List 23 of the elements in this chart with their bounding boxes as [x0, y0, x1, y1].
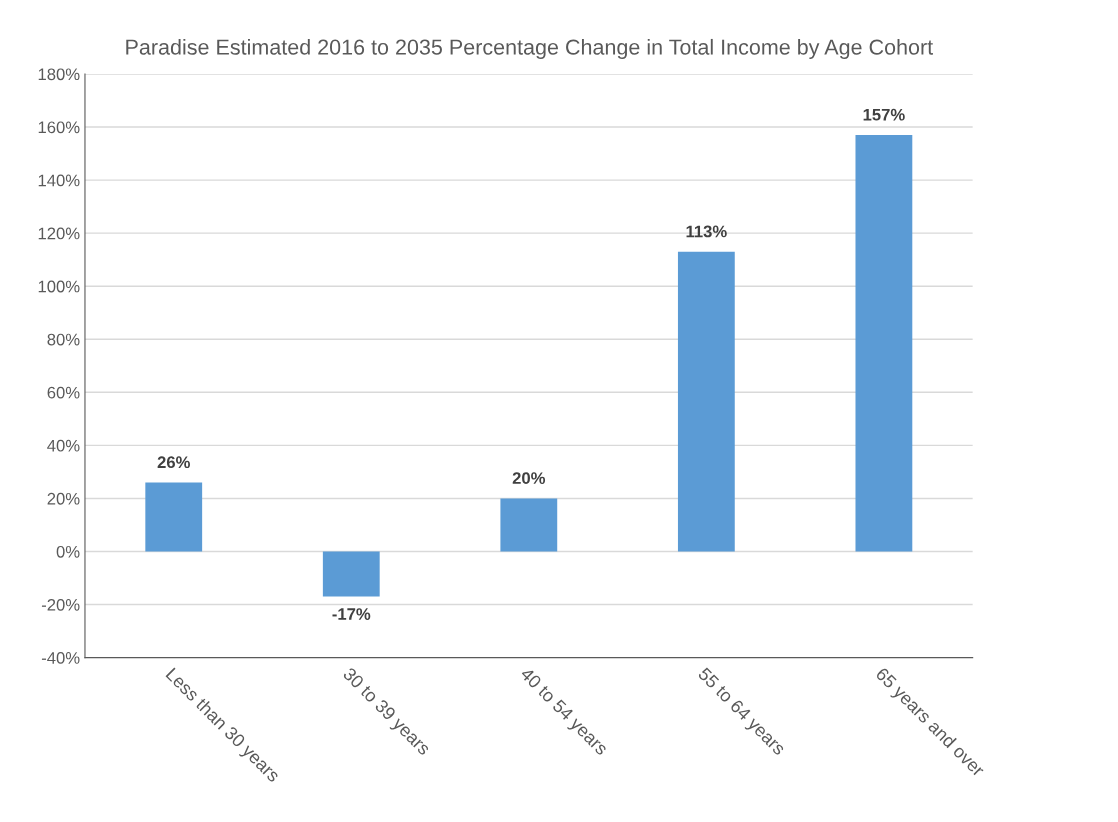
chart-title: Paradise Estimated 2016 to 2035 Percentage Change in Total Income by Age Cohort [126, 38, 933, 59]
data-label: 26% [157, 456, 190, 469]
data-label: 113% [686, 225, 727, 238]
y-tick-label: 20% [47, 492, 80, 505]
y-tick-label: 40% [47, 439, 80, 452]
data-label: 157% [863, 108, 905, 121]
y-tick-label: -20% [41, 598, 80, 611]
data-label: -17% [332, 608, 371, 620]
bar [677, 251, 735, 552]
bar [855, 134, 913, 552]
y-tick-label: 0% [56, 545, 80, 558]
y-tick-label: 60% [47, 386, 80, 399]
y-tick-label: 120% [38, 227, 80, 240]
y-tick-label: 140% [38, 174, 80, 187]
bar [500, 498, 558, 552]
bar [145, 482, 203, 552]
y-tick-label: 180% [38, 68, 80, 81]
y-tick-label: 100% [38, 280, 80, 293]
bar [322, 551, 380, 597]
y-tick-label: 160% [38, 121, 80, 134]
data-label: 20% [512, 472, 546, 485]
y-tick-label: -40% [41, 652, 80, 664]
y-tick-label: 80% [47, 333, 80, 346]
